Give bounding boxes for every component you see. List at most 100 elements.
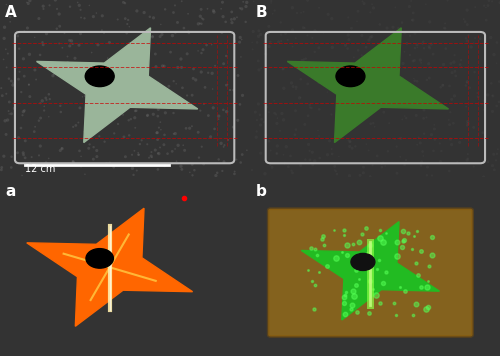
Polygon shape [288,28,448,142]
Point [328,112,336,117]
Point [218,0,226,5]
Point [178,64,186,70]
Point [210,126,218,132]
Point [388,104,396,110]
Point [349,100,357,106]
Point [14,29,22,35]
Point [257,66,265,71]
FancyBboxPatch shape [268,209,472,336]
Point [140,10,148,15]
Point [233,15,241,20]
Point [8,111,16,117]
Point [487,35,495,40]
Point [311,62,319,67]
Point [49,73,57,79]
Point [353,19,361,24]
Point [480,98,488,104]
Point [436,141,444,146]
Point [278,111,286,116]
Point [360,164,368,170]
Point [378,164,386,170]
Point [485,0,493,4]
Point [388,35,396,41]
Point [276,20,284,25]
Point [264,109,272,115]
Point [142,80,150,86]
Point [6,19,14,25]
Point [84,146,92,151]
Point [304,33,312,38]
Point [204,113,212,119]
Point [40,108,48,113]
Point [464,151,472,157]
Point [70,159,78,165]
Point [261,171,269,177]
Point [40,6,48,12]
Point [376,68,384,73]
Point [492,103,500,109]
Point [128,152,136,158]
Point [148,155,156,160]
Point [400,162,408,168]
Point [230,171,238,177]
Point [124,104,132,110]
Point [410,58,418,63]
Point [230,16,238,22]
Point [189,75,197,81]
Point [184,28,192,34]
Point [92,10,100,16]
Point [266,162,274,168]
Point [53,26,61,32]
Point [198,50,205,56]
Point [170,78,177,84]
Point [177,56,185,62]
Point [371,66,379,71]
Point [288,5,296,11]
Point [57,109,65,115]
Point [217,6,225,12]
Point [75,42,83,48]
Point [212,161,220,166]
Point [383,25,391,31]
Point [440,62,448,67]
Point [42,97,50,103]
Point [397,76,405,82]
Point [236,101,244,107]
Point [198,69,205,75]
Point [280,117,287,123]
Point [430,122,438,128]
Point [152,64,160,69]
Point [42,31,50,36]
Point [14,33,22,39]
Point [166,104,174,110]
Point [348,87,356,92]
Point [376,54,384,59]
Point [10,105,18,111]
Point [292,35,300,41]
Point [144,141,152,147]
Point [124,117,132,123]
Point [160,163,168,168]
Point [136,141,144,147]
Point [463,38,471,44]
Point [224,137,232,143]
Point [40,104,48,109]
Point [277,38,285,44]
Point [12,63,20,69]
Point [52,64,60,70]
Point [158,32,166,37]
Point [174,20,182,25]
Point [88,116,96,122]
Point [100,139,108,145]
Point [46,2,54,8]
Point [413,142,421,148]
Point [26,52,34,57]
Point [360,1,368,6]
Point [488,93,496,98]
Point [126,41,134,47]
Point [457,57,465,63]
Point [230,124,237,130]
Point [273,121,281,126]
Circle shape [351,253,375,271]
Point [236,39,244,45]
